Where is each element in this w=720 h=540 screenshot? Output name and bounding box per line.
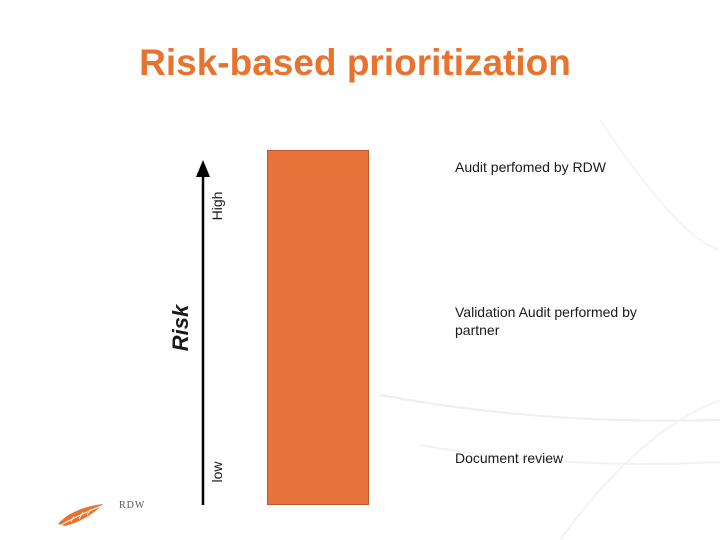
level-high-description: Audit perfomed by RDW: [455, 159, 606, 175]
axis-high-label: High: [209, 191, 225, 221]
axis-low-label: low: [209, 461, 225, 483]
page-title: Risk-based prioritization: [139, 42, 571, 83]
risk-bar: [267, 150, 369, 505]
level-low-description: Document review: [455, 450, 564, 466]
axis-title: Risk: [168, 304, 193, 352]
logo-text: RDW: [119, 500, 146, 511]
level-medium-description: Validation Audit performed by partner: [455, 304, 637, 338]
rdw-leaf-logo-icon: [58, 504, 103, 526]
